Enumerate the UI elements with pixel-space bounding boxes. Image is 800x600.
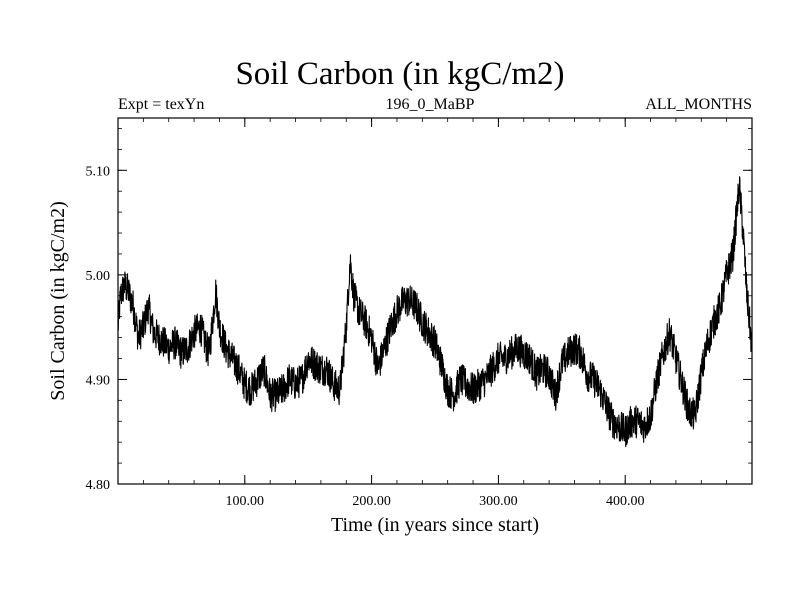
months-label: ALL_MONTHS xyxy=(645,96,752,113)
x-tick-label: 300.00 xyxy=(479,494,518,509)
y-tick-label: 4.80 xyxy=(86,478,111,493)
period-label: 196_0_MaBP xyxy=(385,96,475,113)
y-axis-label: Soil Carbon (in kgC/m2) xyxy=(47,201,69,400)
y-tick-label: 5.10 xyxy=(86,164,111,179)
x-tick-label: 100.00 xyxy=(226,494,265,509)
y-tick-label: 5.00 xyxy=(86,269,111,284)
x-tick-label: 200.00 xyxy=(352,494,391,509)
y-tick-label: 4.90 xyxy=(86,373,111,388)
chart-marks: 4.80 4.90 5.00 5.10 100.00 200.00 300.00 400.00 xyxy=(86,118,753,509)
data-series-line xyxy=(117,176,753,448)
x-axis-label: Time (in years since start) xyxy=(331,514,539,536)
experiment-label: Expt = texYn xyxy=(118,96,205,113)
plot-frame xyxy=(117,117,753,485)
x-tick-label: 400.00 xyxy=(606,494,645,509)
chart-title: Soil Carbon (in kgC/m2) xyxy=(235,56,565,92)
